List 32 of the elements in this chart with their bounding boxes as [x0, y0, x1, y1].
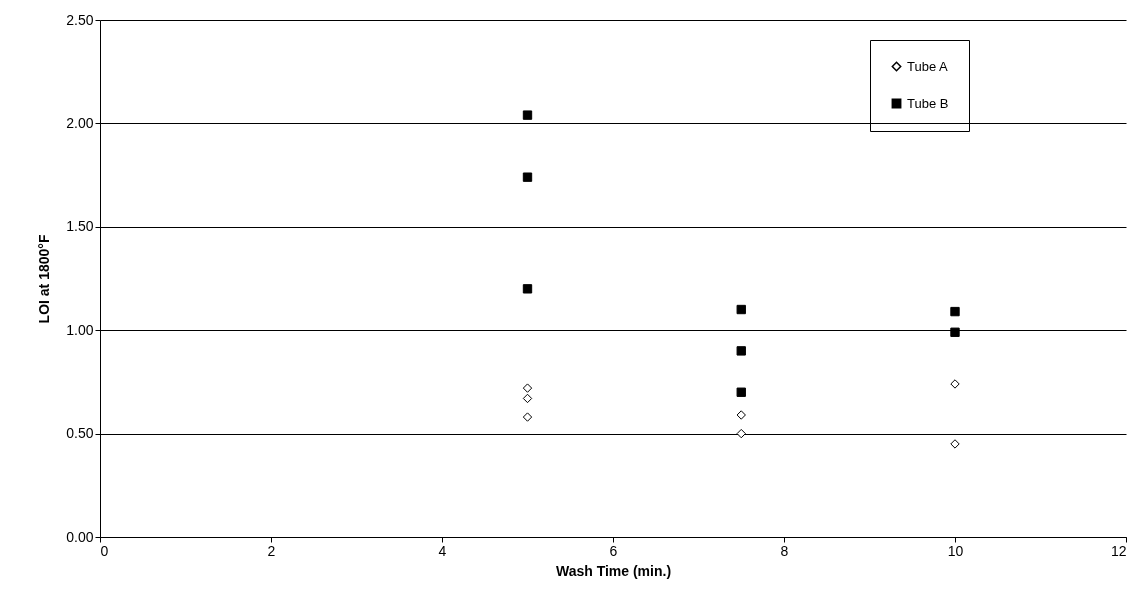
x-tick-label: 10 — [947, 542, 964, 559]
point — [950, 327, 960, 337]
y-tick-label: 2.00 — [66, 114, 94, 131]
point — [736, 304, 746, 315]
y-tick-label: 2.50 — [66, 11, 94, 28]
point — [736, 387, 746, 397]
x-tick-label: 6 — [609, 542, 618, 559]
point — [736, 428, 746, 439]
point — [950, 306, 960, 317]
x-axis-title: Wash Time (min.) — [555, 562, 672, 579]
point — [522, 284, 533, 294]
point — [522, 110, 533, 120]
point — [736, 410, 746, 420]
y-axis-title: LOI at 1800°F — [36, 234, 53, 324]
x-tick-label: 12 — [1110, 542, 1127, 559]
point — [522, 412, 533, 422]
point — [522, 383, 533, 393]
point — [736, 346, 746, 356]
y-tick-label: 0.00 — [66, 528, 94, 545]
y-tick-label: 1.50 — [66, 218, 94, 235]
legend-label: Tube A — [907, 58, 949, 74]
point — [522, 393, 533, 404]
x-tick-label: 8 — [780, 542, 789, 559]
x-tick-label: 0 — [100, 542, 109, 559]
x-tick-label: 2 — [267, 542, 276, 559]
legend-label: Tube B — [907, 95, 949, 111]
x-tick-label: 4 — [438, 542, 447, 559]
y-tick-label: 0.50 — [66, 425, 94, 442]
point — [950, 379, 960, 389]
point — [522, 172, 533, 182]
point — [950, 439, 960, 449]
y-tick-label: 1.00 — [66, 321, 94, 338]
